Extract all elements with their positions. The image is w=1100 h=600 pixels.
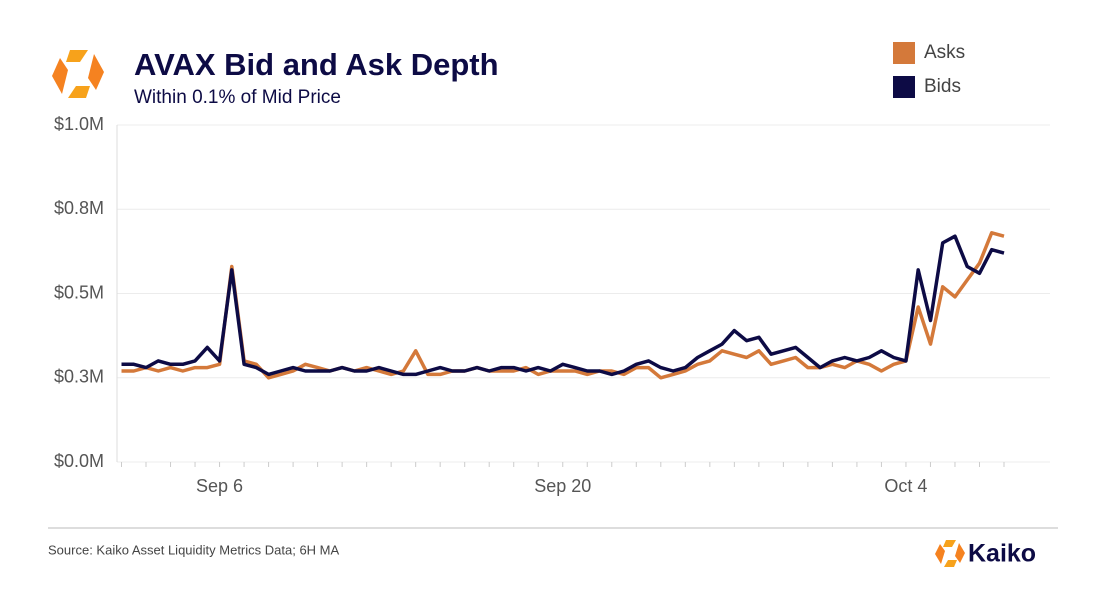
chart-subtitle: Within 0.1% of Mid Price bbox=[134, 87, 341, 108]
y-tick-label: $0.5M bbox=[54, 282, 104, 302]
y-tick-label: $0.8M bbox=[54, 198, 104, 218]
y-tick-label: $0.3M bbox=[54, 367, 104, 387]
logo bbox=[52, 50, 104, 98]
legend-label: Bids bbox=[924, 76, 961, 97]
series-line bbox=[121, 234, 1005, 377]
x-tick-label: Oct 4 bbox=[884, 476, 927, 496]
brand-name: Kaiko bbox=[968, 540, 1036, 568]
x-tick-label: Sep 6 bbox=[196, 476, 243, 496]
source-note: Source: Kaiko Asset Liquidity Metrics Da… bbox=[48, 542, 340, 557]
legend-swatch bbox=[893, 42, 915, 64]
legend-swatch bbox=[893, 76, 915, 98]
chart-title: AVAX Bid and Ask Depth bbox=[134, 47, 499, 82]
legend-label: Asks bbox=[924, 42, 965, 63]
y-tick-label: $1.0M bbox=[54, 114, 104, 134]
x-tick-label: Sep 20 bbox=[534, 476, 591, 496]
y-tick-label: $0.0M bbox=[54, 451, 104, 471]
brand-logo bbox=[935, 540, 965, 567]
